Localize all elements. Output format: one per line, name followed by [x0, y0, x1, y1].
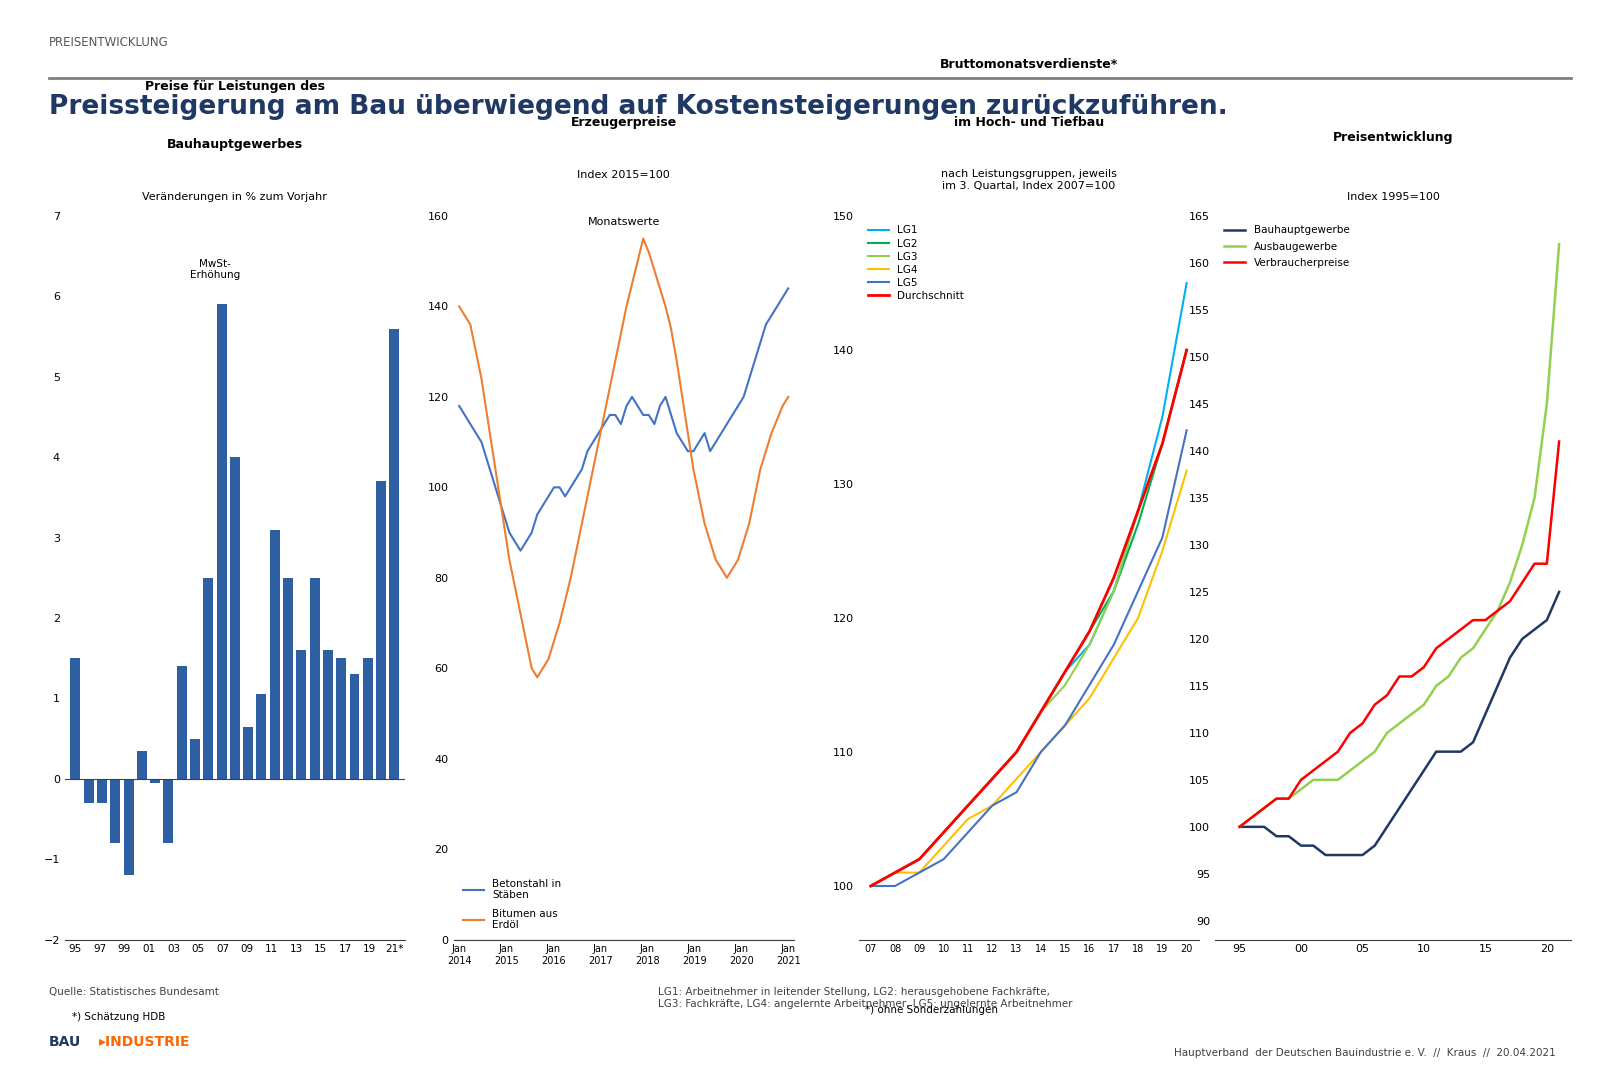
Text: BAU: BAU — [49, 1035, 81, 1049]
Bar — [309, 578, 319, 779]
Bar — [110, 779, 120, 843]
Bar — [138, 751, 147, 779]
Legend: Betonstahl in
Stäben, Bitumen aus
Erdöl: Betonstahl in Stäben, Bitumen aus Erdöl — [458, 875, 565, 934]
Bar — [350, 674, 360, 779]
Text: ▸INDUSTRIE: ▸INDUSTRIE — [99, 1035, 191, 1049]
Text: *) ohne Sonderzahlungen: *) ohne Sonderzahlungen — [865, 1004, 998, 1015]
Bar — [376, 482, 386, 779]
Bar — [296, 650, 306, 779]
Bar — [123, 779, 133, 875]
Bar — [84, 779, 94, 802]
Text: im Hoch- und Tiefbau: im Hoch- und Tiefbau — [954, 117, 1103, 130]
Bar — [204, 578, 214, 779]
Bar — [230, 457, 240, 779]
Text: MwSt-
Erhöhung: MwSt- Erhöhung — [190, 259, 240, 281]
Bar — [389, 328, 400, 779]
Text: Index 2015=100: Index 2015=100 — [577, 170, 671, 179]
Text: Index 1995=100: Index 1995=100 — [1346, 191, 1440, 202]
Text: Hauptverband  der Deutschen Bauindustrie e. V.  //  Kraus  //  20.04.2021: Hauptverband der Deutschen Bauindustrie … — [1174, 1048, 1557, 1057]
Text: PREISENTWICKLUNG: PREISENTWICKLUNG — [49, 36, 168, 49]
Bar — [337, 658, 347, 779]
Bar — [284, 578, 293, 779]
Bar — [322, 650, 332, 779]
Legend: LG1, LG2, LG3, LG4, LG5, Durchschnitt: LG1, LG2, LG3, LG4, LG5, Durchschnitt — [863, 221, 969, 306]
Text: LG1: Arbeitnehmer in leitender Stellung, LG2: herausgehobene Fachkräfte,
LG3: Fa: LG1: Arbeitnehmer in leitender Stellung,… — [658, 987, 1072, 1009]
Bar — [164, 779, 173, 843]
Bar — [363, 658, 373, 779]
Text: nach Leistungsgruppen, jeweils
im 3. Quartal, Index 2007=100: nach Leistungsgruppen, jeweils im 3. Qua… — [941, 170, 1116, 191]
Text: Bruttomonatsverdienste*: Bruttomonatsverdienste* — [940, 58, 1118, 71]
Text: Veränderungen in % zum Vorjahr: Veränderungen in % zum Vorjahr — [143, 191, 327, 202]
Bar — [177, 666, 186, 779]
Text: *) Schätzung HDB: *) Schätzung HDB — [71, 1012, 165, 1022]
Text: Quelle: Statistisches Bundesamt: Quelle: Statistisches Bundesamt — [49, 987, 219, 997]
Bar — [256, 694, 266, 779]
Bar — [243, 727, 253, 779]
Legend: Bauhauptgewerbe, Ausbaugewerbe, Verbraucherpreise: Bauhauptgewerbe, Ausbaugewerbe, Verbrauc… — [1220, 221, 1354, 272]
Text: Preisentwicklung: Preisentwicklung — [1333, 131, 1453, 144]
Bar — [70, 658, 81, 779]
Text: Preissteigerung am Bau überwiegend auf Kostensteigerungen zurückzuführen.: Preissteigerung am Bau überwiegend auf K… — [49, 94, 1228, 120]
Bar — [151, 779, 160, 783]
Text: Erzeugerpreise: Erzeugerpreise — [570, 117, 677, 130]
Text: Bauhauptgewerbes: Bauhauptgewerbes — [167, 138, 303, 151]
Bar — [271, 529, 280, 779]
Bar — [97, 779, 107, 802]
Text: Monatswerte: Monatswerte — [588, 217, 659, 227]
Bar — [217, 305, 227, 779]
Text: Preise für Leistungen des: Preise für Leistungen des — [144, 80, 326, 93]
Bar — [190, 739, 199, 779]
